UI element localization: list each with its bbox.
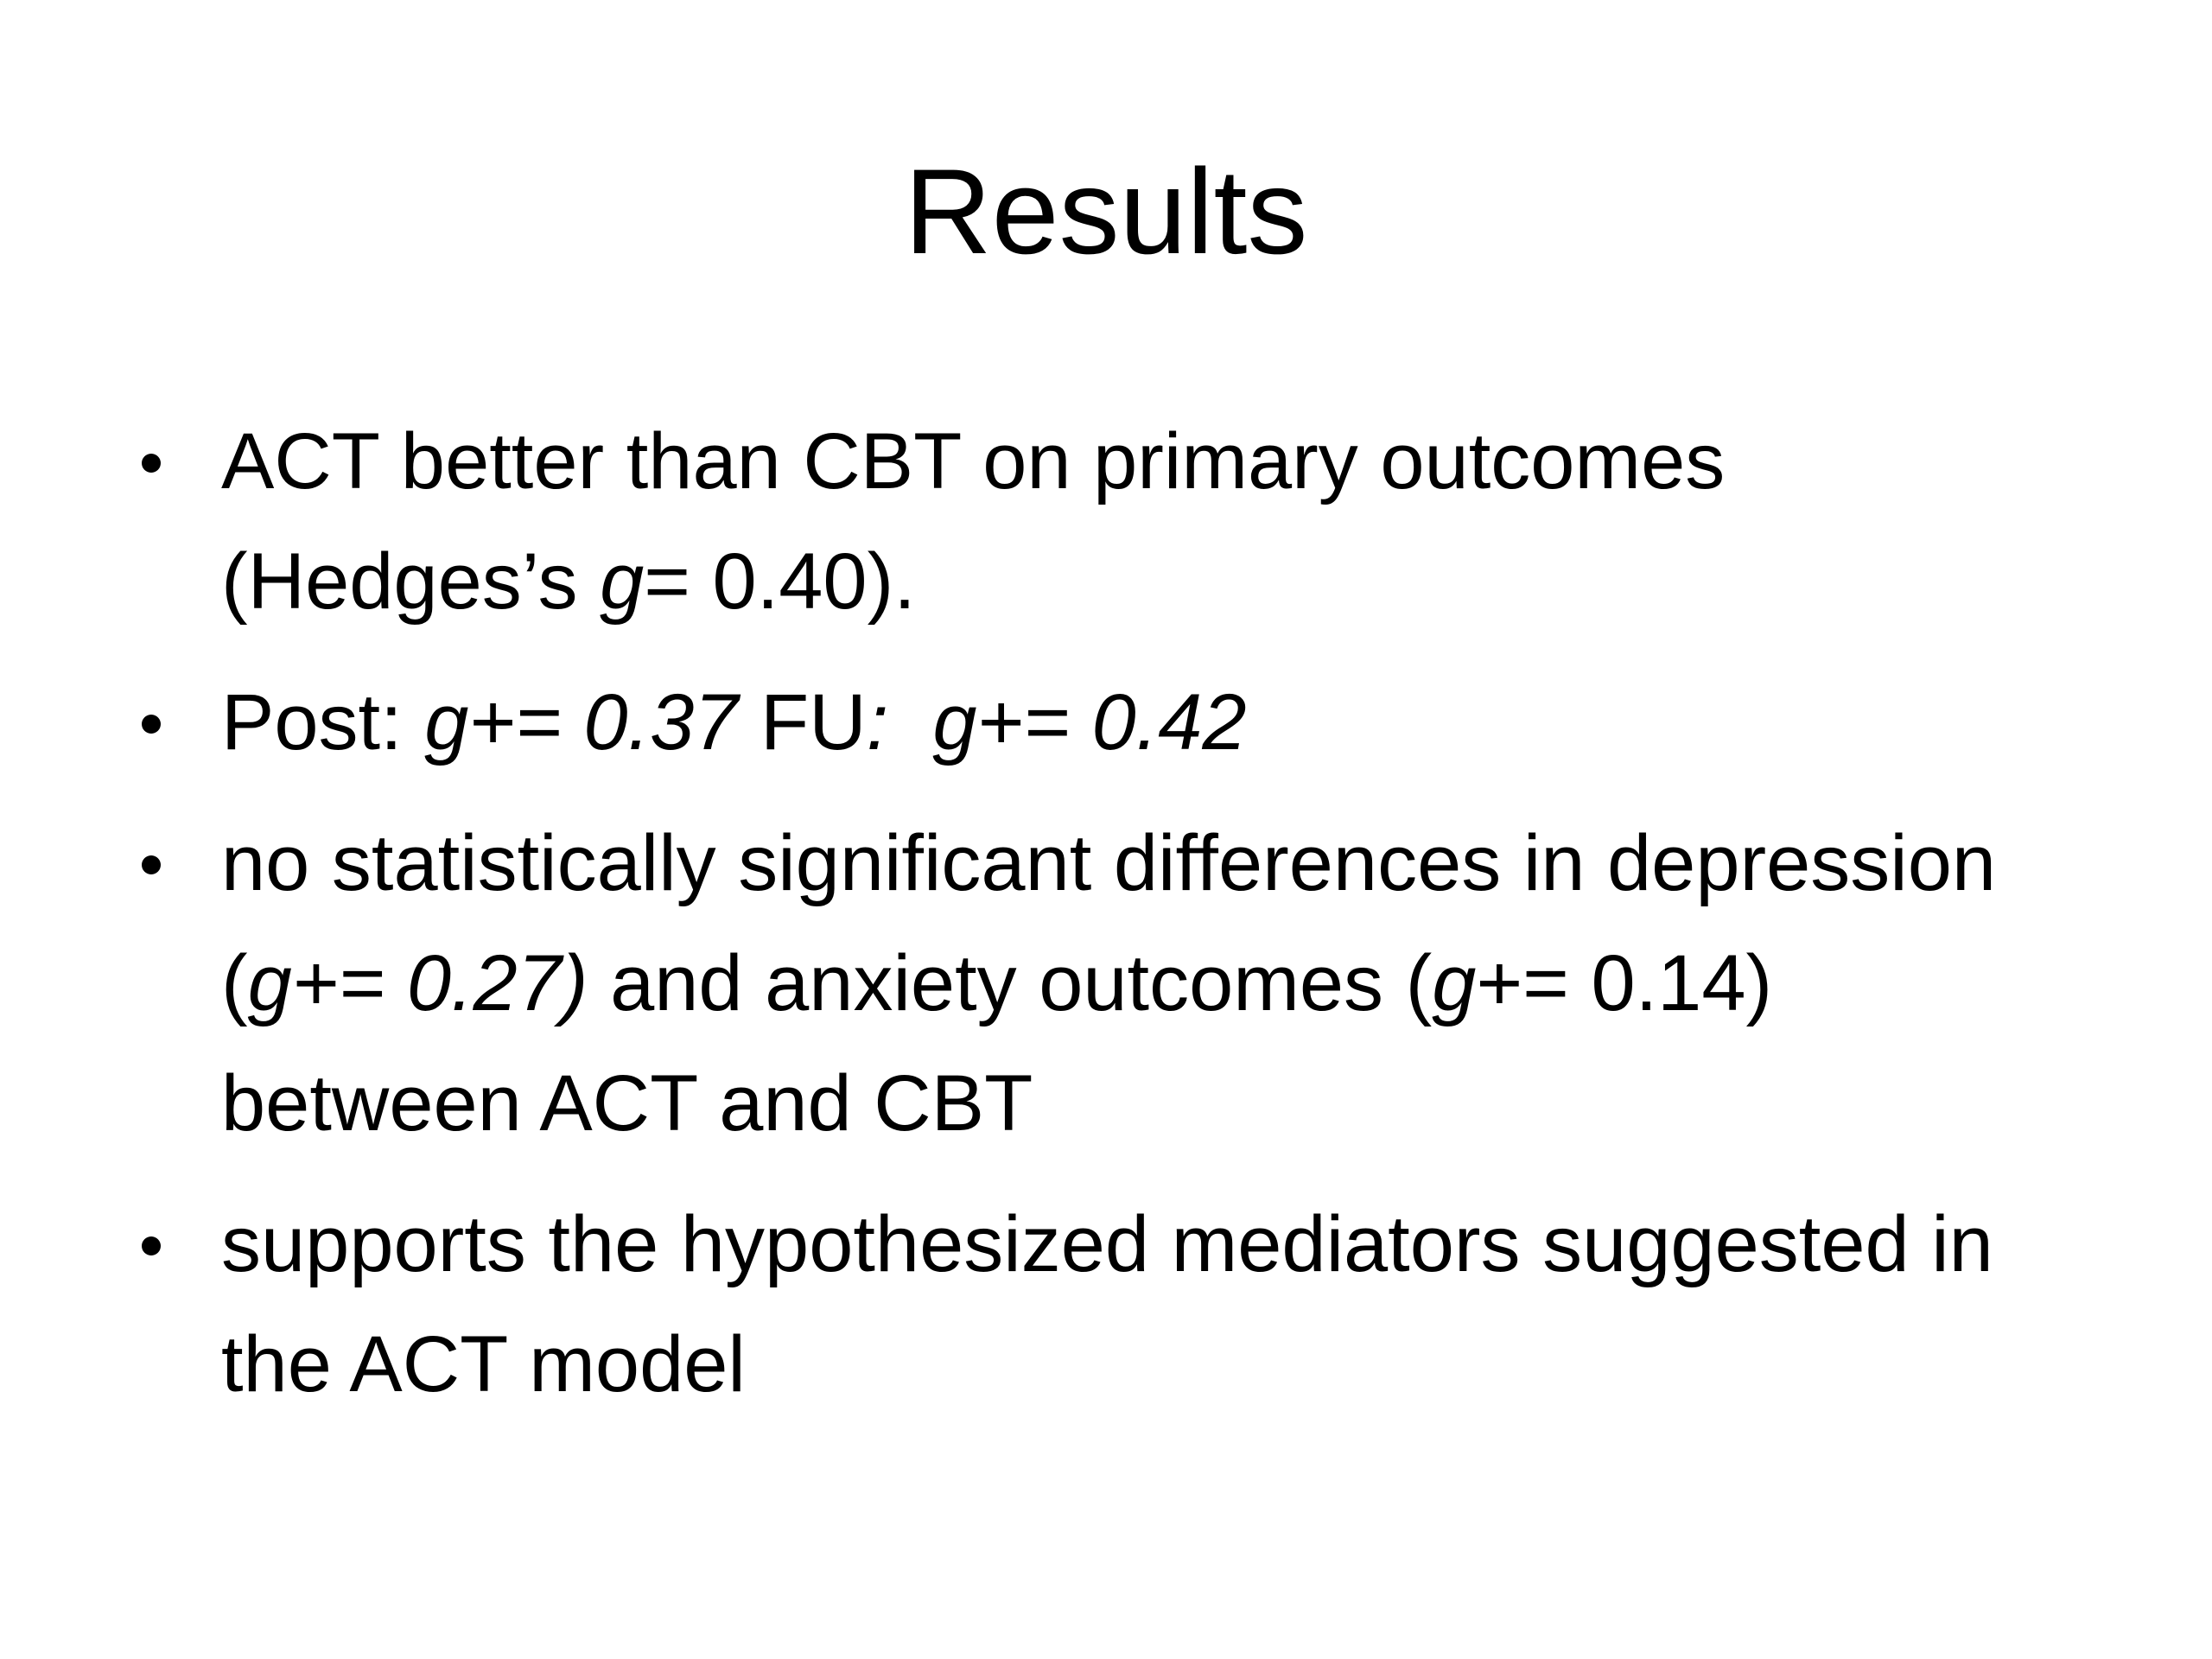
text-run: and anxiety outcomes (	[588, 939, 1433, 1027]
bullet-list: ACT better than CBT on primary outcomes …	[142, 402, 2044, 1446]
text-run: = 0.40).	[644, 537, 916, 626]
text-run: no statistically significant differences…	[221, 819, 2018, 1027]
bullet-item: no statistically significant differences…	[142, 804, 2044, 1164]
text-run: g+= 0.37	[424, 678, 739, 766]
text-run: ACT better than CBT on primary outcomes …	[221, 417, 1747, 626]
text-run: : g+= 0.42	[866, 678, 1247, 766]
text-run: FU	[738, 678, 867, 766]
bullet-dot	[142, 454, 161, 473]
text-run: g+= 0.27)	[247, 939, 588, 1027]
text-run: += 0.14) between ACT and CBT	[221, 939, 1795, 1147]
bullet-item: ACT better than CBT on primary outcomes …	[142, 402, 2044, 642]
text-run: supports the hypothesized mediators sugg…	[221, 1200, 2016, 1408]
text-run: g	[1432, 939, 1477, 1027]
bullet-item: Post: g+= 0.37 FU: g+= 0.42	[142, 663, 2044, 783]
text-run: Post:	[221, 678, 425, 766]
text-run: g	[600, 537, 645, 626]
bullet-dot	[142, 715, 161, 734]
bullet-dot	[142, 1236, 161, 1255]
bullet-dot	[142, 855, 161, 874]
slide-title: Results	[904, 143, 1308, 279]
bullet-item: supports the hypothesized mediators sugg…	[142, 1185, 2044, 1425]
